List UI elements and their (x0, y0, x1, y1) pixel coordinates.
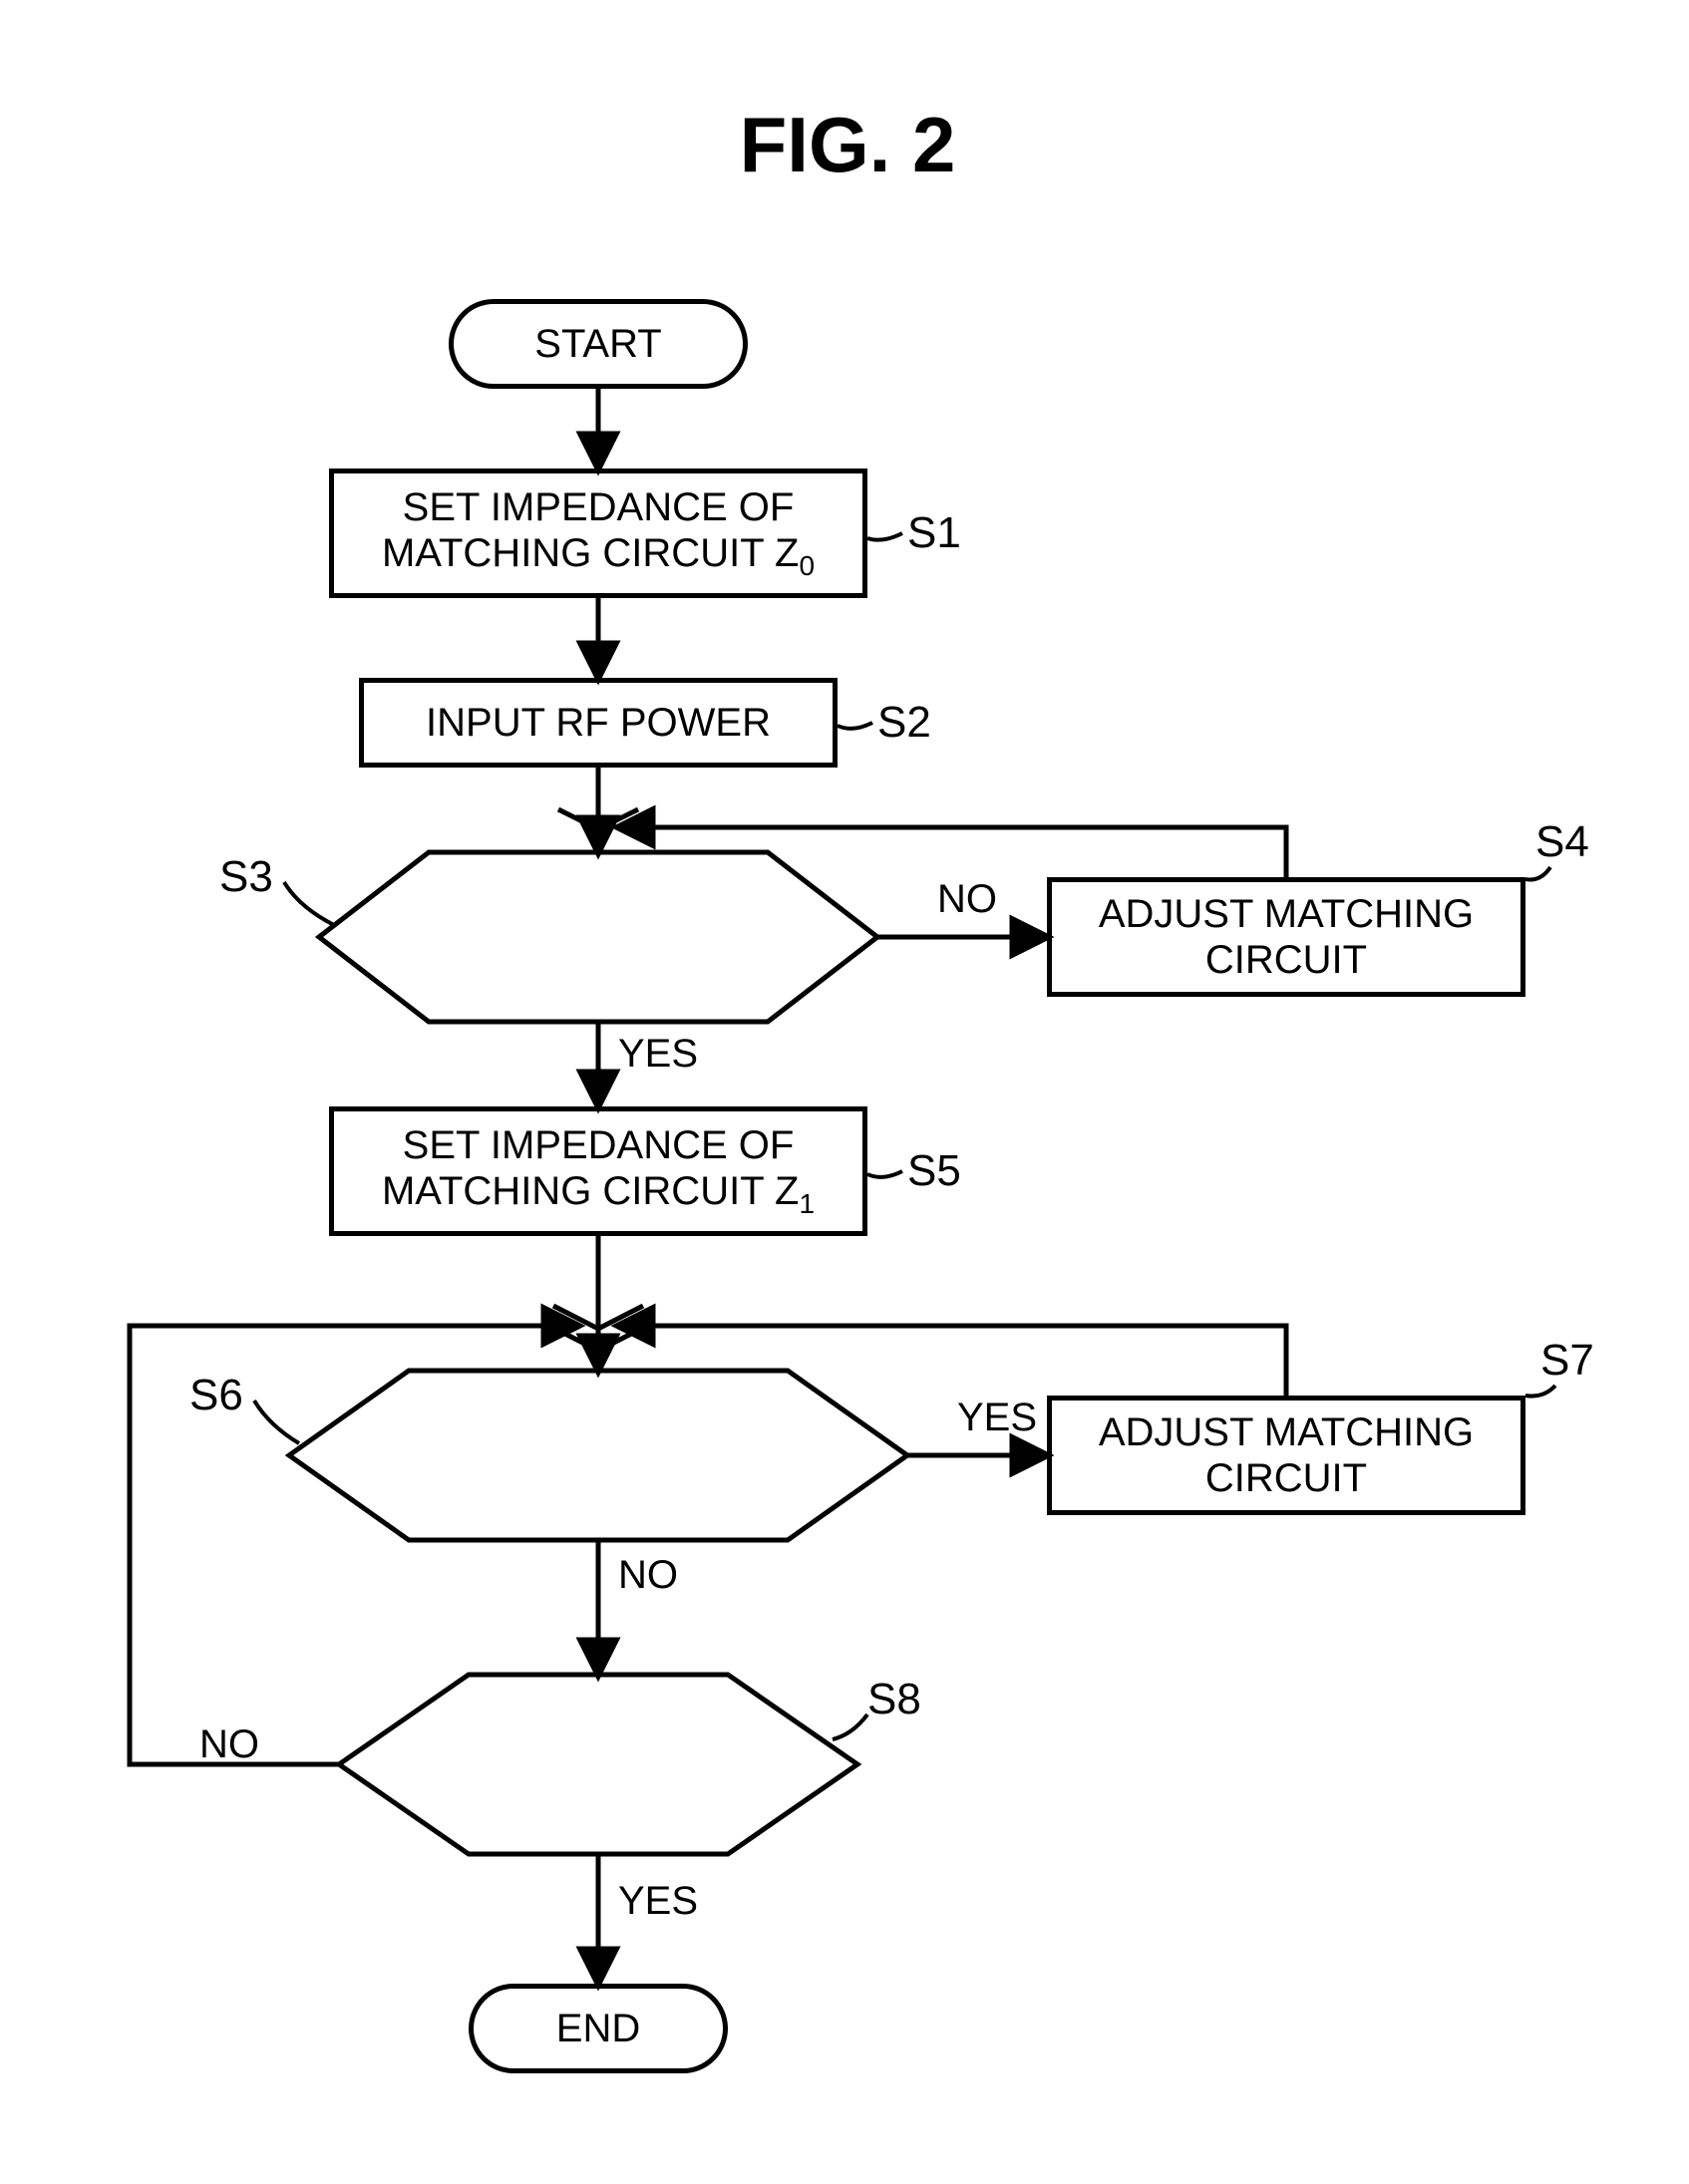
flowchart-svg (0, 0, 1689, 2184)
node-start: START (449, 299, 748, 389)
node-s5: SET IMPEDANCE OF MATCHING CIRCUIT Z1 (329, 1106, 867, 1236)
step-label-s1: S1 (907, 508, 961, 558)
step-label-s7: S7 (1540, 1336, 1594, 1386)
node-s8-shape (339, 1675, 857, 1854)
step-label-s8: S8 (867, 1675, 921, 1724)
node-s6-label: IS REFLECTED WAVE OBSERVED? (399, 1410, 798, 1502)
edge-label-s6-yes: YES (957, 1396, 1037, 1440)
node-s1: SET IMPEDANCE OF MATCHING CIRCUIT Z0 (329, 468, 867, 598)
node-s3-label: START OF DISCHARGE? (429, 892, 768, 984)
node-start-label: START (534, 322, 661, 367)
step-label-s4: S4 (1535, 817, 1589, 867)
step-label-s3: S3 (219, 852, 273, 902)
step-label-s2: S2 (877, 698, 931, 748)
step-label-s5: S5 (907, 1146, 961, 1196)
node-s2-label: INPUT RF POWER (426, 700, 771, 746)
node-end-label: END (556, 2007, 640, 2051)
node-s3-shape (319, 852, 877, 1022)
node-s8-label: END OF PROCESS? (439, 1719, 758, 1811)
node-s2: INPUT RF POWER (359, 678, 838, 768)
node-s7-label: ADJUST MATCHING CIRCUIT (1099, 1409, 1474, 1501)
flowchart-canvas: FIG. 2 START SET IMPEDANCE OF MATCHING C… (0, 0, 1689, 2184)
edge-label-s3-yes: YES (618, 1032, 698, 1077)
edge-label-s6-no: NO (618, 1553, 678, 1598)
node-s6-shape (289, 1371, 907, 1540)
edge-label-s8-yes: YES (618, 1879, 698, 1924)
node-s4-label: ADJUST MATCHING CIRCUIT (1099, 891, 1474, 983)
edge-label-s8-no: NO (199, 1722, 259, 1767)
step-label-s6: S6 (189, 1371, 243, 1420)
node-s5-label: SET IMPEDANCE OF MATCHING CIRCUIT Z1 (382, 1122, 815, 1220)
node-s7: ADJUST MATCHING CIRCUIT (1047, 1396, 1525, 1515)
edge-label-s3-no: NO (937, 877, 997, 922)
figure-title: FIG. 2 (558, 100, 1137, 190)
node-s1-label: SET IMPEDANCE OF MATCHING CIRCUIT Z0 (382, 484, 815, 582)
node-s4: ADJUST MATCHING CIRCUIT (1047, 877, 1525, 997)
node-end: END (469, 1984, 728, 2073)
